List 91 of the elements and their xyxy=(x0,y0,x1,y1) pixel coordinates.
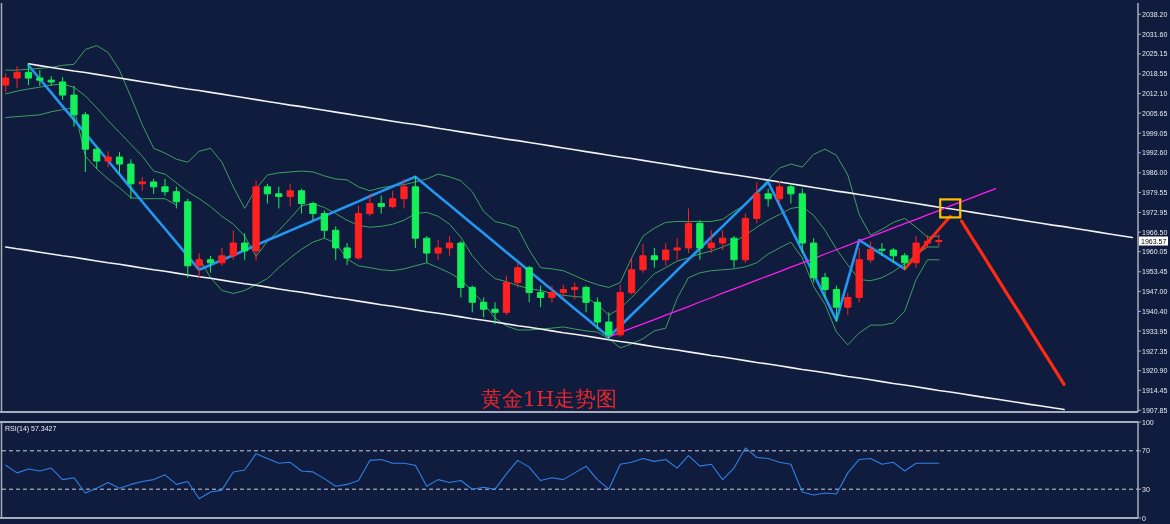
candlestick xyxy=(400,178,408,209)
candlestick xyxy=(468,285,476,313)
candlestick xyxy=(297,188,306,215)
candlestick xyxy=(548,285,556,303)
candlestick xyxy=(150,178,158,195)
line-series xyxy=(960,219,1066,386)
candlestick xyxy=(423,235,431,264)
candlestick xyxy=(241,232,249,261)
candlestick xyxy=(605,311,613,341)
candlestick xyxy=(445,235,454,257)
candlestick xyxy=(388,190,397,209)
candlestick xyxy=(719,229,727,251)
candlestick xyxy=(650,247,658,269)
candlestick xyxy=(639,243,647,274)
candlestick xyxy=(707,229,715,254)
candlestick xyxy=(662,242,670,267)
candlestick xyxy=(320,210,328,239)
candlestick xyxy=(764,188,772,208)
candlestick xyxy=(24,62,33,86)
candlestick xyxy=(616,284,624,338)
candlestick xyxy=(878,242,886,257)
candlestick xyxy=(138,176,146,192)
candlestick xyxy=(286,183,294,208)
candlestick xyxy=(2,72,10,93)
candlestick xyxy=(434,239,442,261)
candlestick xyxy=(104,150,112,168)
candlestick xyxy=(172,186,181,209)
candlestick xyxy=(753,181,761,224)
candlestick xyxy=(787,183,795,205)
candlestick xyxy=(696,219,704,261)
candlestick xyxy=(593,296,602,330)
candlestick xyxy=(480,296,488,318)
candlestick xyxy=(93,146,101,170)
candlestick xyxy=(832,285,841,323)
line-series xyxy=(27,62,1134,239)
candlestick xyxy=(559,284,567,298)
candlestick xyxy=(502,275,511,316)
candlestick xyxy=(47,75,55,87)
line-series xyxy=(5,45,940,288)
candlestick xyxy=(36,69,44,87)
candlestick xyxy=(411,175,419,249)
line-series xyxy=(5,447,940,500)
candlestick xyxy=(571,282,579,300)
candlestick xyxy=(229,229,237,261)
candlestick xyxy=(457,240,465,298)
candlestick xyxy=(775,180,784,205)
candlestick xyxy=(901,252,909,271)
candlestick xyxy=(684,207,693,254)
candlestick xyxy=(491,301,499,325)
candlestick xyxy=(525,265,533,303)
line-series xyxy=(608,188,997,338)
candlestick xyxy=(218,247,226,267)
candlestick xyxy=(275,186,283,209)
candlestick xyxy=(332,225,340,261)
candlestick xyxy=(343,242,351,266)
candlestick xyxy=(730,235,738,269)
candlestick xyxy=(844,292,852,316)
candlestick xyxy=(354,205,363,261)
candlestick xyxy=(582,285,590,313)
candlestick xyxy=(821,272,829,298)
candlestick xyxy=(889,247,897,264)
line-series xyxy=(5,83,940,316)
candlestick xyxy=(81,111,89,173)
candlestick xyxy=(627,257,636,295)
candlestick xyxy=(866,240,875,264)
candlestick xyxy=(127,158,135,200)
candlestick xyxy=(161,178,169,197)
candlestick xyxy=(115,151,124,175)
candlestick xyxy=(263,183,272,205)
candlestick xyxy=(514,262,522,288)
line-series xyxy=(4,246,1065,411)
candlestick xyxy=(309,201,317,221)
candlestick xyxy=(366,193,374,217)
candlestick xyxy=(70,85,78,128)
candlestick xyxy=(810,237,818,284)
candlestick xyxy=(741,213,750,264)
candlestick xyxy=(195,252,203,279)
candlestick xyxy=(252,180,260,262)
candlestick xyxy=(13,65,21,89)
candlestick xyxy=(184,198,192,279)
candlestick xyxy=(912,235,920,269)
candlestick xyxy=(206,255,215,274)
text: 黄金1H走势图 xyxy=(480,387,618,411)
candlestick xyxy=(855,247,863,303)
candlestick xyxy=(377,195,385,215)
candlestick xyxy=(798,188,806,254)
candlestick xyxy=(673,237,681,261)
candlestick xyxy=(923,234,932,249)
candlestick xyxy=(536,285,545,308)
candlestick xyxy=(935,233,943,247)
candlestick xyxy=(58,76,67,101)
